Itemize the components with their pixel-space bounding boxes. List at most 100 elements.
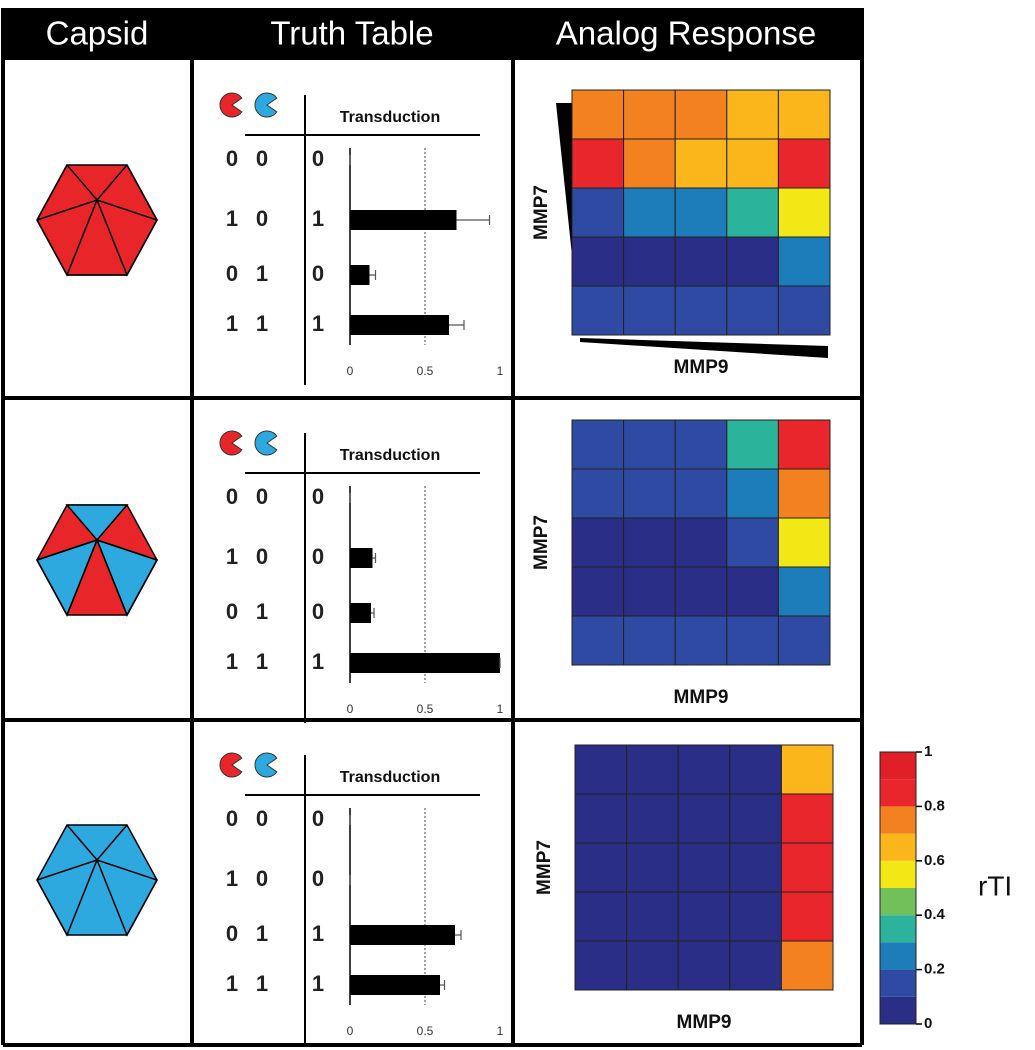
input-digit: 0 <box>256 866 268 891</box>
heatmap-cell <box>780 793 834 844</box>
bar <box>350 653 500 673</box>
heatmap-cell <box>674 517 728 568</box>
heatmap-cell <box>571 419 625 470</box>
x-tick-label: 0 <box>347 1024 354 1038</box>
input-digit: 1 <box>226 311 238 336</box>
heatmap-cell <box>677 940 731 991</box>
y-axis-label: MMP7 <box>531 185 552 240</box>
heatmap-cell <box>574 940 628 991</box>
x-tick-label: 0.5 <box>417 1024 434 1038</box>
y-axis-label: MMP7 <box>531 515 552 570</box>
heatmap-cell <box>777 566 831 617</box>
heatmap-cell <box>623 566 676 617</box>
input-digit: 0 <box>256 146 268 171</box>
input-digit: 1 <box>226 866 238 891</box>
input-digit: 1 <box>226 544 238 569</box>
heatmap-cell <box>780 940 834 991</box>
colorbar-tick-label: 0.6 <box>924 852 945 869</box>
pacman-icon <box>254 92 278 118</box>
heatmap-cell <box>777 89 831 140</box>
heatmap-cell <box>726 468 779 519</box>
heatmap-cell <box>571 517 625 568</box>
heatmap-cell <box>674 187 728 238</box>
heatmap-cell <box>726 419 779 470</box>
heatmap-cell <box>777 187 831 238</box>
heatmap-cell <box>626 842 679 893</box>
heatmap-cell <box>677 891 731 942</box>
colorbar-tick-label: 1 <box>924 743 932 760</box>
input-digit: 1 <box>256 599 268 624</box>
heatmap-cell <box>726 187 779 238</box>
heatmap-cell <box>623 138 676 189</box>
heatmap-cell <box>674 468 728 519</box>
error-bar <box>371 608 375 618</box>
input-digit: 0 <box>226 146 238 171</box>
heatmap-cell <box>623 285 676 336</box>
header-bar <box>3 8 862 60</box>
colorbar-frame <box>879 751 917 1025</box>
output-digit: 1 <box>312 206 324 231</box>
heatmap-cell <box>777 517 831 568</box>
output-digit: 1 <box>312 649 324 674</box>
colorbar-bin <box>880 996 916 1024</box>
colorbar-bin <box>880 806 916 834</box>
x-tick-label: 0.5 <box>417 364 434 378</box>
capsid-blue <box>36 824 159 937</box>
heatmap-cell <box>626 891 679 942</box>
heatmap-cell <box>623 615 676 666</box>
capsid-red <box>36 164 159 277</box>
colorbar-bin <box>880 860 916 888</box>
input-digit: 1 <box>226 206 238 231</box>
x-tick-label: 1 <box>497 364 504 378</box>
heatmap-cell <box>674 566 728 617</box>
x-axis-label: MMP9 <box>674 687 729 708</box>
heatmap-cell <box>623 236 676 287</box>
colorbar-tick-label: 0 <box>924 1015 932 1032</box>
bar <box>350 315 449 335</box>
error-bar <box>369 270 377 280</box>
colorbar-bin <box>880 915 916 943</box>
pacman-icon <box>219 92 243 118</box>
heatmap-cell <box>571 566 625 617</box>
x-axis-label: MMP9 <box>677 1012 732 1033</box>
heatmap-cell <box>571 187 625 238</box>
heatmap-cell <box>623 187 676 238</box>
mmp9-wedge <box>580 338 828 358</box>
input-digit: 0 <box>226 261 238 286</box>
heatmap-cell <box>777 138 831 189</box>
output-digit: 0 <box>312 599 324 624</box>
heatmap-cell <box>574 744 628 795</box>
heatmap-cell <box>726 236 779 287</box>
heatmap-cell <box>571 615 625 666</box>
colorbar-tick-label: 0.8 <box>924 797 945 814</box>
heatmap-cell <box>780 891 834 942</box>
heatmap-cell <box>674 615 728 666</box>
pacman-icon <box>219 752 243 778</box>
heatmap-cell <box>626 940 679 991</box>
x-tick-label: 0 <box>347 364 354 378</box>
output-digit: 1 <box>312 921 324 946</box>
output-digit: 0 <box>312 866 324 891</box>
output-digit: 0 <box>312 806 324 831</box>
heatmap-cell <box>571 236 625 287</box>
error-bar <box>440 980 446 990</box>
output-digit: 0 <box>312 146 324 171</box>
pacman-icon <box>219 430 243 456</box>
input-digit: 1 <box>256 649 268 674</box>
input-digit: 0 <box>226 921 238 946</box>
heatmap-cell <box>726 517 779 568</box>
y-axis-label: MMP7 <box>534 840 555 895</box>
input-digit: 1 <box>256 921 268 946</box>
bar <box>350 603 371 623</box>
heatmap-cell <box>623 517 676 568</box>
bar <box>350 975 440 995</box>
colorbar-label: rTI <box>978 870 1012 901</box>
bar <box>350 548 373 568</box>
heatmap-cell <box>777 468 831 519</box>
heatmap-cell <box>571 468 625 519</box>
colorbar-bin <box>880 752 916 780</box>
input-digit: 0 <box>226 806 238 831</box>
heatmap-cell <box>674 236 728 287</box>
error-bar <box>455 930 462 940</box>
